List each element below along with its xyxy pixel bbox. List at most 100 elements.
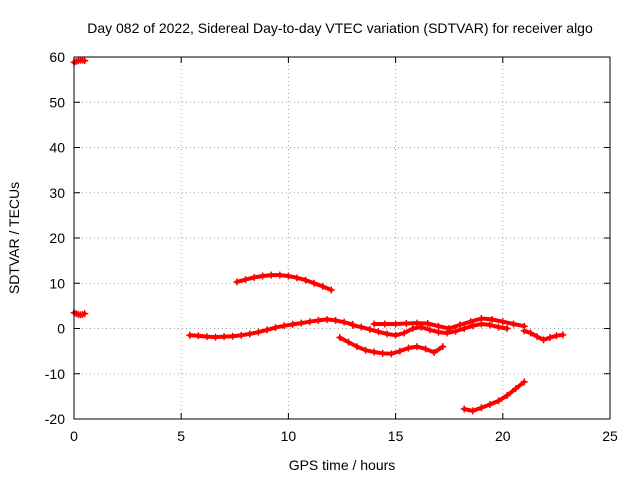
y-tick-labels: -20 -10 0 10 20 30 40 50 60 <box>45 49 65 427</box>
data-point <box>443 329 451 337</box>
y-tick-label: -20 <box>45 411 65 427</box>
chart-title: Day 082 of 2022, Sidereal Day-to-day VTE… <box>87 20 593 36</box>
data-point <box>424 320 432 328</box>
data-point <box>486 401 494 409</box>
data-point <box>336 334 344 342</box>
data-point <box>276 271 284 279</box>
series-seg-mid-lower <box>336 334 447 358</box>
data-point <box>250 273 258 281</box>
data-point <box>186 331 194 339</box>
data-point <box>314 316 322 324</box>
data-point <box>520 378 528 386</box>
data-point <box>404 344 412 352</box>
data-point <box>254 328 262 336</box>
data-point <box>242 276 250 284</box>
data-point <box>552 332 560 340</box>
data-point <box>486 321 494 329</box>
data-point <box>259 272 267 280</box>
data-point <box>237 331 245 339</box>
data-point <box>469 322 477 330</box>
data-point <box>488 315 496 323</box>
series-seg-bottom <box>460 378 528 415</box>
data-point <box>392 320 400 328</box>
data-point <box>456 321 464 329</box>
data-point <box>353 343 361 351</box>
data-point <box>263 326 271 334</box>
y-tick-label: 0 <box>57 321 65 337</box>
grid-lines <box>74 57 610 419</box>
data-point <box>319 282 327 290</box>
series-seg-mid-upper <box>349 320 511 339</box>
x-axis-label: GPS time / hours <box>289 457 396 473</box>
data-point <box>512 385 520 393</box>
series-seg-arc-high <box>233 271 335 294</box>
data-point <box>439 343 447 351</box>
series-seg-main <box>186 315 357 341</box>
data-point <box>267 271 275 279</box>
data-point <box>81 57 89 65</box>
data-point <box>540 336 548 344</box>
data-point <box>434 322 442 330</box>
data-point <box>357 323 365 331</box>
y-tick-label: 40 <box>49 140 65 156</box>
series-seg-early-low <box>70 309 89 319</box>
data-point <box>533 333 541 341</box>
data-point <box>413 343 421 351</box>
axis-ticks <box>73 56 611 420</box>
data-point <box>297 319 305 327</box>
data-point <box>306 318 314 326</box>
data-point <box>402 320 410 328</box>
series-seg-tail <box>520 327 567 344</box>
data-point <box>392 331 400 339</box>
x-tick-label: 25 <box>602 428 618 444</box>
data-point <box>503 391 511 399</box>
data-point <box>272 324 280 332</box>
x-tick-label: 20 <box>495 428 511 444</box>
x-tick-label: 5 <box>177 428 185 444</box>
data-point <box>396 347 404 355</box>
data-point <box>332 316 340 324</box>
y-tick-label: 10 <box>49 275 65 291</box>
data-point <box>469 407 477 415</box>
data-point <box>203 333 211 341</box>
data-point <box>510 320 518 328</box>
data-point <box>387 350 395 358</box>
data-point <box>246 330 254 338</box>
x-tick-label: 15 <box>388 428 404 444</box>
data-point <box>409 325 417 332</box>
data-point <box>293 274 301 282</box>
data-point <box>289 320 297 328</box>
data-point <box>284 272 292 280</box>
data-points <box>70 56 567 415</box>
data-point <box>280 322 288 330</box>
data-point <box>426 326 434 334</box>
data-point <box>379 349 387 357</box>
y-tick-label: 20 <box>49 230 65 246</box>
data-point <box>495 323 503 331</box>
data-point <box>546 334 554 342</box>
data-point <box>323 315 331 323</box>
data-point <box>340 318 348 326</box>
x-tick-label: 0 <box>70 428 78 444</box>
data-point <box>434 328 442 336</box>
data-point <box>327 286 335 294</box>
data-point <box>194 332 202 340</box>
data-point <box>503 325 511 332</box>
data-point <box>559 331 567 339</box>
data-point <box>499 318 507 326</box>
y-tick-label: 30 <box>49 185 65 201</box>
x-tick-labels: 0 5 10 15 20 25 <box>70 428 618 444</box>
data-point <box>477 404 485 412</box>
y-axis-label: SDTVAR / TECUs <box>6 182 22 294</box>
data-point <box>310 279 318 287</box>
series-seg-right-upper <box>370 315 528 332</box>
data-point <box>370 320 378 328</box>
data-point <box>430 348 438 356</box>
data-point <box>460 325 468 332</box>
data-point <box>212 333 220 341</box>
data-point <box>520 327 528 335</box>
data-point <box>220 333 228 341</box>
data-point <box>422 345 430 353</box>
